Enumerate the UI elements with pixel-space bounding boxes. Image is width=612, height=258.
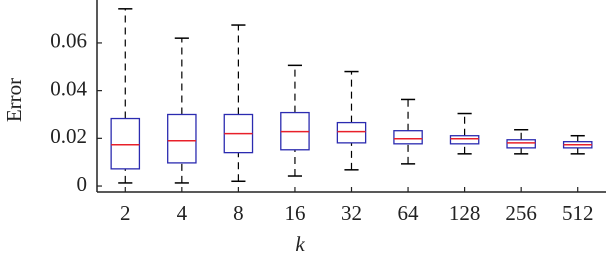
- x-tick-label: 128: [449, 201, 481, 225]
- x-tick-label: 2: [120, 201, 131, 225]
- y-tick-label: 0: [77, 172, 88, 196]
- x-tick-label: 4: [177, 201, 188, 225]
- box: [336, 121, 367, 144]
- box: [110, 117, 141, 170]
- y-tick-label: 0.04: [50, 76, 87, 100]
- x-tick-label: 16: [284, 201, 305, 225]
- y-axis-label: Error: [2, 78, 26, 122]
- x-axis-label: k: [295, 232, 305, 256]
- x-tick-label: 256: [505, 201, 537, 225]
- x-tick-label: 8: [233, 201, 244, 225]
- x-tick-label: 512: [562, 201, 594, 225]
- box: [506, 139, 536, 149]
- y-tick-label: 0.06: [50, 29, 87, 53]
- y-tick-label: 0.02: [50, 124, 87, 148]
- box: [449, 135, 480, 145]
- box: [393, 130, 423, 145]
- box: [167, 113, 197, 164]
- x-tick-label: 32: [341, 201, 362, 225]
- x-tick-label: 64: [398, 201, 420, 225]
